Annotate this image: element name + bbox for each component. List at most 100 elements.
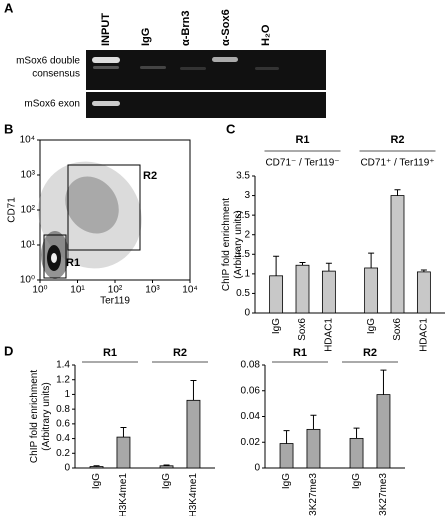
y-tick-label: 0.02 — [241, 437, 261, 448]
y-tick-label: 10³ — [21, 170, 36, 181]
error-bar — [93, 465, 100, 467]
y-tick-label: 0.4 — [56, 433, 70, 444]
group-label: R1 — [293, 347, 307, 359]
y-tick-label: 1 — [244, 268, 250, 279]
y-tick-label: 0 — [244, 308, 250, 319]
x-tick-label: HDAC1 — [419, 318, 430, 352]
bar — [376, 394, 391, 469]
group-label: R2 — [363, 347, 377, 359]
flow-density — [38, 161, 142, 279]
bar — [349, 437, 364, 469]
bar — [186, 399, 201, 469]
error-bar — [273, 255, 280, 276]
gel-band — [140, 66, 166, 69]
y-axis-label: ChIP fold enrichment(Arbitrary units) — [29, 370, 52, 463]
gel-row-label: consensus — [32, 69, 80, 80]
group-sublabel: CD71⁺ / Ter119⁺ — [360, 158, 434, 169]
error-bar — [394, 189, 401, 196]
gate-label: R1 — [66, 257, 80, 269]
x-tick-label: H3K4me1 — [188, 473, 199, 516]
error-bar — [325, 262, 332, 272]
gate-r1 — [43, 234, 67, 279]
error-bar — [368, 252, 375, 268]
y-tick-label: 1.4 — [56, 360, 70, 371]
y-tick-label: 0.5 — [236, 288, 250, 299]
gel-band — [180, 67, 206, 70]
bar — [116, 436, 131, 469]
gel-row-label: mSox6 exon — [24, 99, 80, 110]
gel-column-label: H₂O — [260, 24, 272, 46]
group-label: R1 — [295, 134, 309, 146]
gel-image — [86, 92, 326, 118]
gel-column-label: α-Brn3 — [180, 11, 192, 47]
panel-label: C — [226, 121, 236, 136]
error-bar — [310, 414, 317, 430]
gel-column-label: IgG — [140, 28, 152, 46]
x-tick-label: IgG — [271, 318, 282, 334]
y-tick-label: 0.8 — [56, 404, 70, 415]
x-tick-label: 10⁰ — [32, 285, 47, 296]
bar — [364, 267, 379, 314]
bar — [269, 275, 284, 314]
error-bar — [380, 369, 387, 395]
bar — [279, 443, 294, 469]
y-tick-label: 0.04 — [241, 411, 261, 422]
y-tick-label: 1 — [64, 389, 70, 400]
x-tick-label: 10⁴ — [182, 285, 197, 296]
error-bar — [353, 427, 360, 439]
y-tick-label: 0 — [64, 463, 70, 474]
gate-label: R2 — [143, 170, 157, 182]
panel-label: B — [4, 121, 13, 136]
error-bar — [283, 430, 290, 444]
x-tick-label: H3K4me1 — [118, 473, 129, 516]
group-sublabel: CD71⁻ / Ter119⁻ — [265, 158, 339, 169]
y-tick-label: 1.5 — [236, 249, 250, 260]
x-tick-label: IgG — [366, 318, 377, 334]
x-tick-label: 10¹ — [70, 285, 85, 296]
y-tick-label: 3.5 — [236, 171, 250, 182]
bar — [159, 465, 174, 469]
gel-column-label: INPUT — [100, 13, 112, 46]
y-tick-label: 3 — [244, 190, 250, 201]
gel-band — [93, 66, 119, 69]
x-tick-label: HDAC1 — [324, 318, 335, 352]
y-tick-label: 10² — [21, 205, 36, 216]
y-axis-label: CD71 — [7, 197, 18, 223]
error-bar — [420, 269, 427, 272]
x-tick-label: IgG — [161, 473, 172, 489]
y-tick-label: 0.08 — [241, 360, 261, 371]
gel-band — [255, 67, 279, 70]
y-tick-label: 2.5 — [236, 210, 250, 221]
gate-r2 — [67, 164, 141, 251]
bar — [390, 195, 405, 314]
x-tick-label: H3K27me3 — [378, 473, 389, 516]
y-tick-label: 10⁰ — [20, 275, 35, 286]
y-tick-label: 0.6 — [56, 418, 70, 429]
bar — [295, 264, 310, 314]
panel-label: D — [4, 343, 13, 358]
y-tick-label: 10¹ — [21, 240, 36, 251]
bar — [89, 466, 104, 469]
x-tick-label: IgG — [281, 473, 292, 489]
x-tick-label: 10² — [108, 285, 123, 296]
x-tick-label: IgG — [351, 473, 362, 489]
y-tick-label: 0.06 — [241, 385, 261, 396]
bar — [306, 428, 321, 469]
y-tick-label: 0.2 — [56, 448, 70, 459]
gel-band — [92, 57, 120, 63]
gel-row-label: mSox6 double — [16, 56, 80, 67]
x-tick-label: IgG — [91, 473, 102, 489]
gel-band — [92, 101, 120, 106]
y-tick-label: 0 — [254, 463, 260, 474]
error-bar — [190, 379, 197, 401]
x-axis-label: Ter119 — [100, 296, 130, 307]
y-tick-label: 2 — [244, 229, 250, 240]
x-tick-label: Sox6 — [392, 318, 403, 341]
x-tick-label: Sox6 — [297, 318, 308, 341]
error-bar — [299, 262, 306, 266]
gel-image — [86, 50, 326, 90]
gel-band — [212, 57, 238, 62]
y-tick-label: 1.2 — [56, 374, 70, 385]
error-bar — [120, 427, 127, 438]
x-tick-label: 10³ — [145, 285, 160, 296]
